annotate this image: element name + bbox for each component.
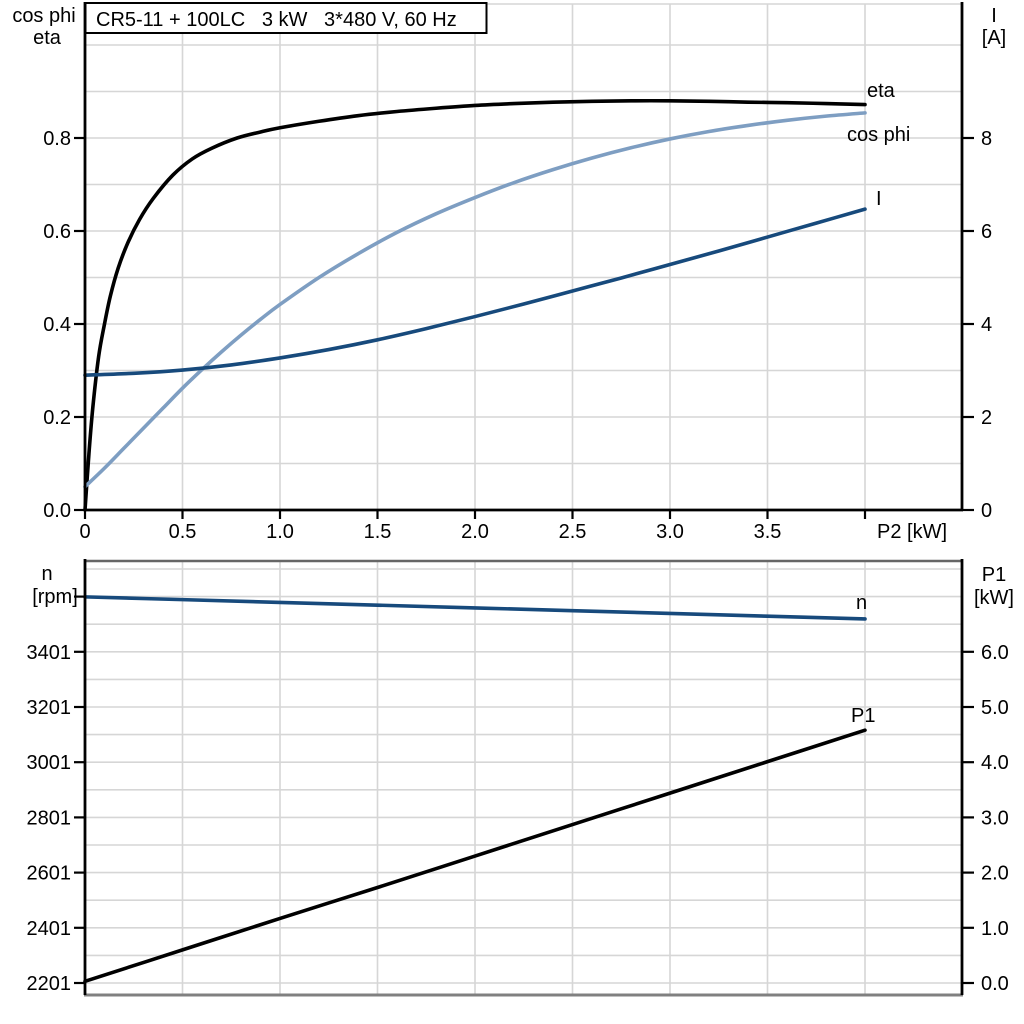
- I-curve-label: I: [876, 188, 882, 210]
- chart-title-box: CR5-11 + 100LC 3 kW 3*480 V, 60 Hz: [84, 2, 488, 34]
- x-tick-label: 2.5: [559, 521, 587, 543]
- left-tick-label: 2201: [27, 973, 72, 995]
- right-tick-label: 5.0: [981, 697, 1009, 719]
- cos phi-curve: [83, 111, 867, 489]
- x-tick-label: 1.0: [266, 521, 294, 543]
- top-chart-gridlines: [85, 3, 962, 510]
- bottom-left-axis-title-line1: n: [41, 563, 52, 585]
- bottom-chart-curves: n P1: [83, 592, 875, 984]
- x-tick-label: 0: [79, 521, 90, 543]
- x-tick-label: 2.0: [461, 521, 489, 543]
- chart-title: CR5-11 + 100LC 3 kW 3*480 V, 60 Hz: [96, 9, 457, 31]
- eta-curve: [83, 98, 867, 512]
- title-box-frame: [84, 2, 488, 34]
- n-curve: [83, 595, 867, 621]
- left-tick-label: 2801: [27, 807, 72, 829]
- cos phi-curve-label: cos phi: [847, 124, 910, 146]
- left-tick-label: 0.4: [43, 314, 71, 336]
- right-tick-label: 4: [981, 314, 992, 336]
- top-left-axis-title-line2: eta: [33, 27, 62, 49]
- left-tick-label: 3001: [27, 752, 72, 774]
- P1-curve-label: P1: [851, 705, 875, 727]
- right-tick-label: 1.0: [981, 918, 1009, 940]
- eta-curve-label: eta: [867, 80, 896, 102]
- top-chart-tick-labels: 0.0 0.2 0.4 0.6 0.8 0 2 4 6 8 0 0.5 1.0 1.5 2.0 2.5 3.0 3…: [43, 128, 992, 543]
- x-axis-title: P2 [kW]: [877, 521, 947, 543]
- right-tick-label: 0.0: [981, 973, 1009, 995]
- right-tick-label: 0: [981, 500, 992, 522]
- bottom-chart-tick-labels: 2201 2401 2601 2801 3001 3201 3401 0.0 1.0 2.0 3.0…: [27, 642, 1009, 995]
- right-tick-label: 2: [981, 407, 992, 429]
- x-tick-label: 3.5: [754, 521, 782, 543]
- x-tick-label: 1.5: [364, 521, 392, 543]
- I-curve: [83, 207, 867, 377]
- x-tick-label: 3.0: [656, 521, 684, 543]
- right-tick-label: 4.0: [981, 752, 1009, 774]
- bottom-right-axis-title-line2: [kW]: [974, 587, 1014, 609]
- bottom-chart-axes: [74, 559, 974, 995]
- left-tick-label: 0.6: [43, 221, 71, 243]
- right-tick-label: 6.0: [981, 642, 1009, 664]
- left-tick-label: 3401: [27, 642, 72, 664]
- left-tick-label: 0.8: [43, 128, 71, 150]
- bottom-chart-gridlines: [84, 559, 963, 997]
- top-chart-curves: eta cos phi I: [83, 80, 910, 512]
- top-chart-axes: [74, 2, 974, 519]
- left-tick-label: 3201: [27, 697, 72, 719]
- right-tick-label: 2.0: [981, 863, 1009, 885]
- x-tick-label: 0.5: [169, 521, 197, 543]
- top-left-axis-title-line1: cos phi: [12, 5, 75, 27]
- right-tick-label: 8: [981, 128, 992, 150]
- left-tick-label: 0.0: [43, 500, 71, 522]
- P1-curve: [83, 728, 867, 984]
- right-tick-label: 3.0: [981, 807, 1009, 829]
- left-tick-label: 0.2: [43, 407, 71, 429]
- n-curve-label: n: [856, 592, 867, 614]
- right-tick-label: 6: [981, 221, 992, 243]
- bottom-left-axis-title-line2: [rpm]: [32, 586, 78, 608]
- left-tick-label: 2601: [27, 863, 72, 885]
- left-tick-label: 2401: [27, 918, 72, 940]
- bottom-right-axis-title-line1: P1: [982, 564, 1006, 586]
- top-right-axis-title-line1: I: [991, 5, 997, 27]
- top-right-axis-title-line2: [A]: [982, 27, 1006, 49]
